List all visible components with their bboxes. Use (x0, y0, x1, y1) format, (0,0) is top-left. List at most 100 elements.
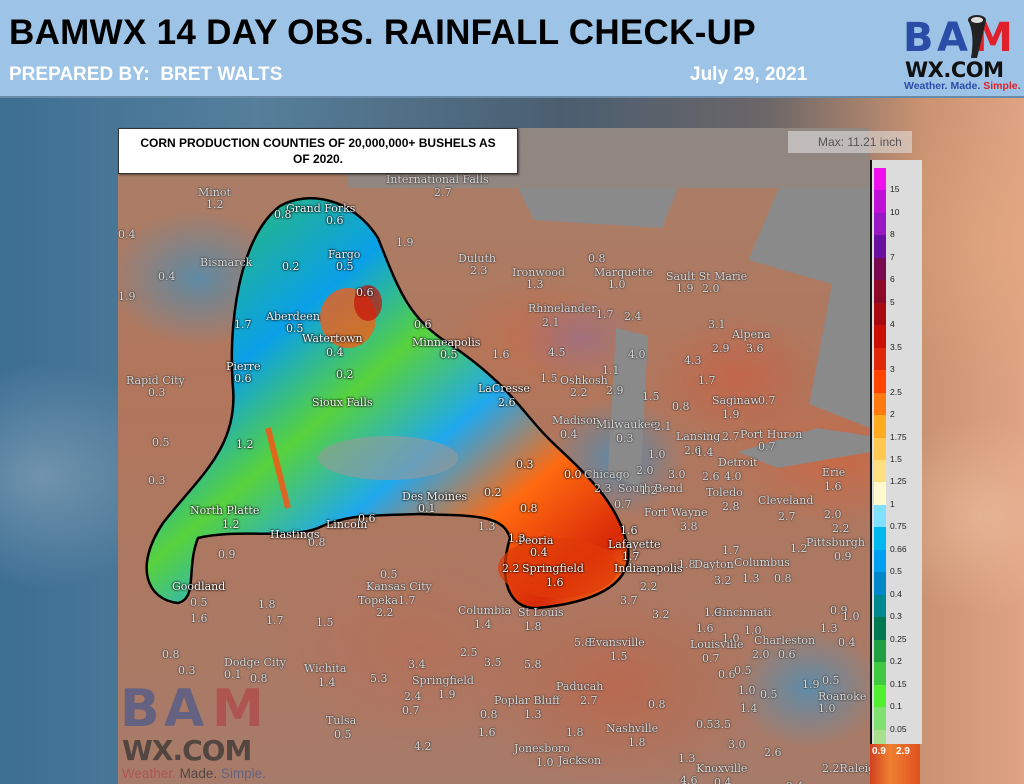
watermark-letter-b: B (120, 679, 160, 739)
map-label: 0.2 (336, 368, 354, 381)
map-label: 1.5 (316, 616, 334, 629)
map-label: 1.0 (744, 624, 762, 637)
map-label: 2.2 (832, 522, 850, 535)
map-label: 1.7 (622, 550, 640, 563)
map-label: Pittsburgh (806, 536, 865, 549)
map-label: 2.8 (722, 500, 740, 513)
map-label: Topeka (358, 594, 398, 607)
map-label: 1.7 (722, 544, 740, 557)
map-label: 3.7 (620, 594, 638, 607)
map-label: Knoxville (696, 762, 748, 775)
map-label: Roanoke (818, 690, 867, 703)
legend-swatch (874, 302, 886, 326)
map-label: 1.7 (398, 594, 416, 607)
legend-swatch (874, 280, 886, 303)
legend-label: 0.3 (890, 611, 902, 622)
map-label: Detroit (718, 456, 758, 469)
map-label: 0.4 (530, 546, 548, 559)
legend-label: 2.5 (890, 386, 902, 397)
logo-letter-a: A (937, 15, 968, 61)
legend-swatch (874, 370, 886, 393)
map-label: Charleston (754, 634, 816, 647)
legend-label: 0.5 (890, 566, 902, 577)
map-label: Louisville (690, 638, 744, 651)
map-label: 1.2 (236, 438, 254, 451)
map-label: 0.8 (520, 502, 538, 515)
map-label: 5.8 (524, 658, 542, 671)
map-label: 0.8 (480, 708, 498, 721)
legend-label: 10 (890, 206, 900, 217)
map-label: 1.0 (608, 278, 626, 291)
map-label: 0.6 (414, 318, 432, 331)
legend-bottom-value-2: 2.9 (896, 746, 910, 757)
legend-swatch (874, 168, 886, 191)
map-label: 2.0 (636, 464, 654, 477)
map-label: Saginaw (712, 394, 760, 407)
map-label: 0.9 (830, 604, 848, 617)
map-label: 2.4 (786, 780, 804, 784)
map-label: 1.3 (524, 708, 542, 721)
map-label: Grand Forks (286, 202, 356, 215)
map-label: 0.53.5 (696, 718, 731, 731)
map-label: 0.5 (380, 568, 398, 581)
map-label: Minneapolis (412, 336, 481, 349)
map-label: 0.5 (440, 348, 458, 361)
map-label: 3.1 (708, 318, 726, 331)
map-label: 0.7 (614, 498, 632, 511)
map-label: Columbia (458, 604, 512, 617)
map-label: 0.6 (718, 668, 736, 681)
legend-swatch (874, 392, 886, 416)
map-label: 0.5 (760, 688, 778, 701)
map-label: 0.9 (834, 550, 852, 563)
map-label: 3.8 (680, 520, 698, 533)
map-label: 2.5 (460, 646, 478, 659)
map-label: 0.7 (402, 704, 420, 717)
map-label: Rapid City (126, 374, 185, 387)
map-label: 5.8 (574, 636, 592, 649)
map-label: 0.3 (516, 458, 534, 471)
map-label: Dodge City (224, 656, 287, 669)
map-label: Bismarck (200, 256, 253, 269)
map-label: 1.9 (438, 688, 456, 701)
map-label: 1.9 (396, 236, 414, 249)
map-label: Duluth (458, 252, 497, 265)
map-label: 1.9 (704, 606, 722, 619)
map-label: 1.8 (524, 620, 542, 633)
map-label: Rhinelander (528, 302, 597, 315)
legend-swatch (874, 639, 886, 663)
legend-label: 0.15 (890, 678, 907, 689)
map-label: 1.3 (820, 622, 838, 635)
watermark-letter-m: M (212, 679, 264, 739)
tagline-simple: Simple. (983, 80, 1021, 92)
map-label: Peoria (518, 534, 554, 547)
map-label: 1.8 (628, 736, 646, 749)
legend-swatch (874, 504, 886, 528)
map-label: 1.3 (678, 752, 696, 765)
map-label: 2.4 (624, 310, 642, 323)
map-label: 0.3 (178, 664, 196, 677)
map-label: LaCresse (478, 382, 530, 395)
map-label: 1.3 (742, 572, 760, 585)
map-label: 1.9 (676, 282, 694, 295)
map-label: 0.3 (148, 386, 166, 399)
map-label: 0.8 (774, 572, 792, 585)
map-label: Fort Wayne (644, 506, 708, 519)
map-label: 0.5 (734, 664, 752, 677)
map-label: 0.7 (758, 394, 776, 407)
map-label: 1.9 (118, 290, 136, 303)
map-label: 1.1 (602, 364, 620, 377)
map-label: Wichita (304, 662, 347, 675)
map-label: Milwaukee (596, 418, 658, 431)
map-label: Kansas City (366, 580, 432, 593)
legend-label: 3.5 (890, 341, 902, 352)
map-label: Ironwood (512, 266, 566, 279)
map-label: 3.0 (728, 738, 746, 751)
legend-label: 15 (890, 184, 900, 195)
map-label: 2.1 (654, 420, 672, 433)
map-label: 0.3 (148, 474, 166, 487)
map-label: 1.5 (642, 390, 660, 403)
map-label: 1.8 (678, 558, 696, 571)
legend-swatch (874, 437, 886, 460)
map-label: 0.8 (648, 698, 666, 711)
tagline-weather: Weather. (904, 80, 948, 92)
